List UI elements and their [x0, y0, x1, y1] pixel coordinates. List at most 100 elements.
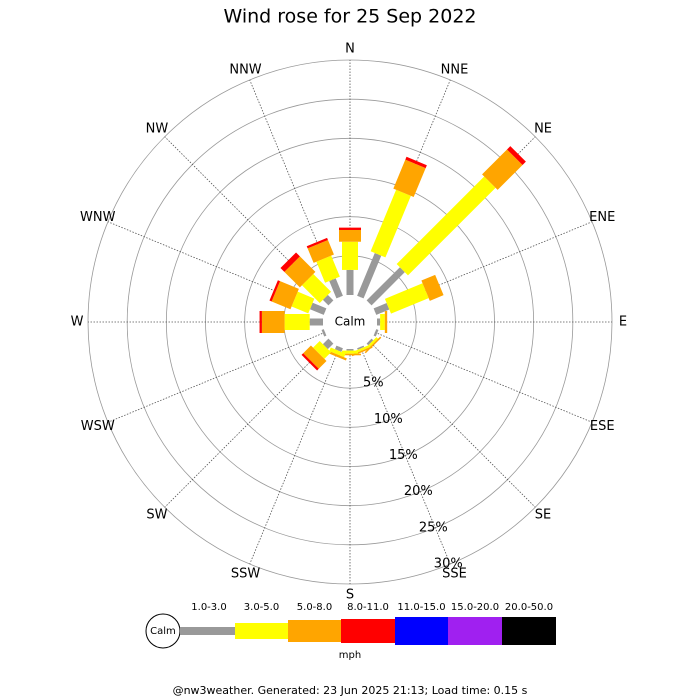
bar-segment: [370, 189, 411, 258]
direction-label: NNW: [229, 62, 261, 77]
direction-bars: [321, 329, 327, 337]
bar-segment: [373, 329, 379, 337]
bar-segment: [334, 345, 343, 352]
bar-segment: [346, 349, 354, 351]
legend-swatch: [448, 617, 502, 645]
direction-label: E: [619, 315, 627, 330]
r-tick-label: 5%: [363, 376, 384, 391]
bar-segment: [306, 237, 328, 249]
direction-bars: [269, 280, 327, 315]
legend-swatch: [341, 619, 395, 643]
direction-bars: [377, 311, 388, 333]
bar-segment: [377, 318, 381, 326]
bar-segment: [301, 353, 319, 371]
bar-segment: [366, 267, 405, 306]
spoke: [374, 331, 593, 423]
direction-bars: [339, 227, 361, 295]
bar-segment: [329, 347, 346, 358]
bar-segment: [291, 291, 315, 314]
bar-segment: [259, 311, 262, 333]
direction-bars: [259, 311, 324, 333]
bar-segment: [384, 283, 429, 314]
direction-label: ENE: [589, 210, 615, 225]
bar-segment: [284, 314, 310, 330]
direction-bars: [366, 146, 526, 306]
legend-unit: mph: [339, 650, 361, 661]
footer: @nw3weather. Generated: 23 Jun 2025 21:1…: [173, 684, 528, 697]
spoke: [249, 346, 341, 565]
bar-segment: [482, 149, 523, 190]
bar-segment: [373, 303, 390, 315]
bar-segment: [339, 229, 361, 242]
bar-segment: [303, 345, 327, 369]
direction-bars: [339, 349, 361, 356]
direction-bars: [301, 338, 334, 371]
legend-label: 15.0-20.0: [451, 602, 499, 613]
r-tick-label: 15%: [389, 448, 418, 463]
legend-label: 8.0-11.0: [347, 602, 389, 613]
legend-swatch: [502, 617, 556, 645]
bar-segment: [301, 273, 332, 304]
r-tick-label: 10%: [374, 412, 403, 427]
bar-segment: [321, 329, 327, 337]
bar-segment: [357, 253, 382, 299]
bar-segment: [316, 255, 340, 283]
direction-label: WNW: [80, 210, 116, 225]
spoke: [368, 340, 536, 508]
direction-bars: [280, 252, 334, 306]
legend-swatch: [395, 617, 448, 645]
legend-label: 11.0-15.0: [397, 602, 445, 613]
chart-title: Wind rose for 25 Sep 2022: [223, 6, 476, 28]
bar-segment: [384, 311, 388, 333]
bar-segment: [261, 311, 285, 333]
legend-label: 5.0-8.0: [297, 602, 332, 613]
direction-label: N: [345, 42, 355, 57]
spoke: [359, 346, 451, 565]
direction-label: S: [346, 588, 354, 603]
direction-label: SW: [146, 508, 167, 523]
bar-segment: [322, 338, 334, 350]
bar-segment: [342, 241, 358, 270]
direction-label: ESE: [590, 419, 615, 434]
direction-bars: [373, 329, 379, 337]
bar-segment: [325, 349, 347, 361]
direction-bars: [357, 156, 427, 299]
spoke: [164, 340, 332, 508]
calm-label: Calm: [335, 315, 366, 329]
legend-label: 3.0-5.0: [244, 602, 279, 613]
bar-segment: [269, 280, 281, 302]
bar-segment: [342, 350, 358, 354]
direction-label: SSE: [442, 567, 467, 582]
bar-segment: [329, 278, 343, 299]
bar-segment: [284, 256, 316, 288]
bar-segment: [339, 353, 361, 356]
direction-label: WSW: [81, 419, 115, 434]
legend-swatch: [288, 620, 341, 642]
direction-label: NNE: [441, 62, 469, 77]
direction-bars: [306, 237, 343, 299]
bar-segment: [339, 227, 361, 230]
direction-label: SSW: [231, 567, 261, 582]
bar-segment: [271, 281, 299, 310]
bar-segment: [280, 252, 300, 272]
bar-segment: [322, 294, 334, 306]
r-tick-label: 25%: [419, 520, 448, 535]
bar-segment: [307, 240, 334, 263]
direction-label: SE: [535, 508, 551, 523]
bar-segment: [357, 345, 365, 350]
legend-calm-label: Calm: [150, 626, 176, 637]
bar-segment: [313, 340, 332, 359]
legend-label: 20.0-50.0: [505, 602, 553, 613]
bar-segment: [346, 269, 354, 295]
direction-bars: [373, 274, 444, 315]
legend-swatch: [180, 627, 235, 635]
bar-segment: [396, 176, 496, 276]
bar-segment: [506, 146, 526, 166]
legend-swatch: [235, 623, 288, 639]
direction-bars: [325, 345, 347, 361]
legend-label: 1.0-3.0: [191, 602, 226, 613]
bar-segment: [421, 274, 444, 301]
bar-segment: [309, 302, 327, 315]
direction-label: NE: [534, 121, 552, 136]
